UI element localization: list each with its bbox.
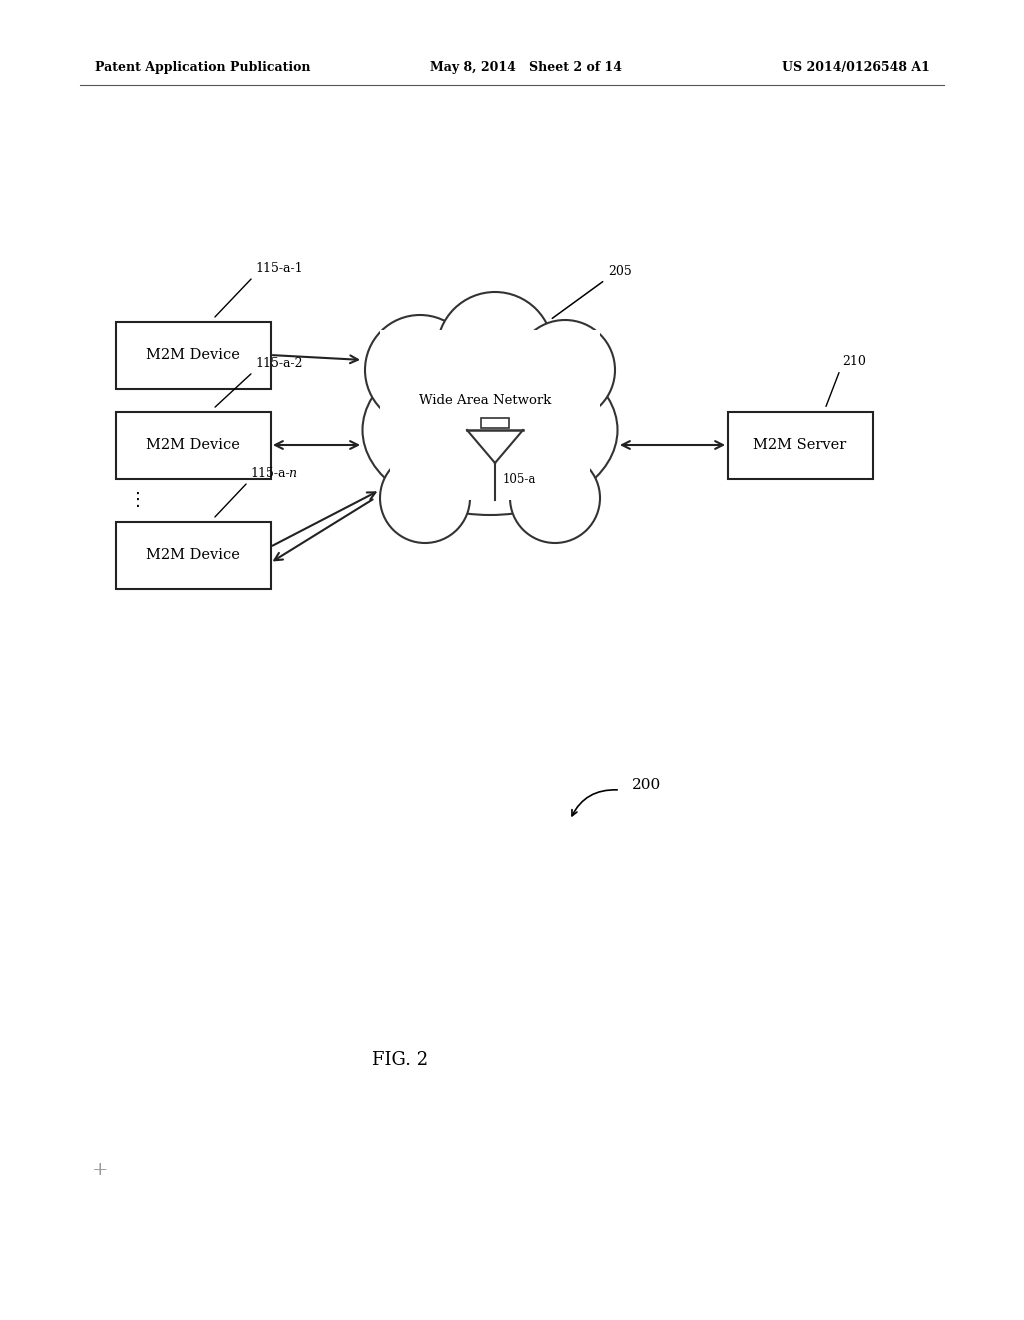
Text: FIG. 2: FIG. 2 <box>372 1051 428 1069</box>
Bar <box>116 521 270 589</box>
Circle shape <box>365 315 475 425</box>
Text: US 2014/0126548 A1: US 2014/0126548 A1 <box>782 62 930 74</box>
Text: 115-a-2: 115-a-2 <box>255 356 302 370</box>
Text: M2M Device: M2M Device <box>146 548 240 562</box>
Text: M2M Device: M2M Device <box>146 348 240 362</box>
Circle shape <box>510 453 600 543</box>
Text: ⋮: ⋮ <box>129 491 147 510</box>
Text: n: n <box>288 467 296 480</box>
Text: 205: 205 <box>608 265 632 279</box>
Text: M2M Device: M2M Device <box>146 438 240 451</box>
Text: Patent Application Publication: Patent Application Publication <box>95 62 310 74</box>
Text: May 8, 2014   Sheet 2 of 14: May 8, 2014 Sheet 2 of 14 <box>430 62 622 74</box>
Text: 210: 210 <box>842 355 866 368</box>
Text: +: + <box>92 1162 109 1179</box>
Bar <box>481 418 509 428</box>
Bar <box>116 322 270 388</box>
Ellipse shape <box>375 360 605 500</box>
Text: 105-a: 105-a <box>503 473 537 486</box>
Bar <box>390 455 590 500</box>
Bar <box>116 412 270 479</box>
Bar <box>727 412 872 479</box>
Ellipse shape <box>362 345 617 515</box>
Text: Wide Area Network: Wide Area Network <box>419 393 551 407</box>
Text: 115-a-: 115-a- <box>250 467 290 480</box>
Text: 200: 200 <box>632 777 662 792</box>
Text: M2M Server: M2M Server <box>754 438 847 451</box>
Circle shape <box>515 319 615 420</box>
Circle shape <box>380 453 470 543</box>
Text: 115-a-1: 115-a-1 <box>255 261 303 275</box>
Bar <box>380 330 600 411</box>
Circle shape <box>437 292 553 408</box>
